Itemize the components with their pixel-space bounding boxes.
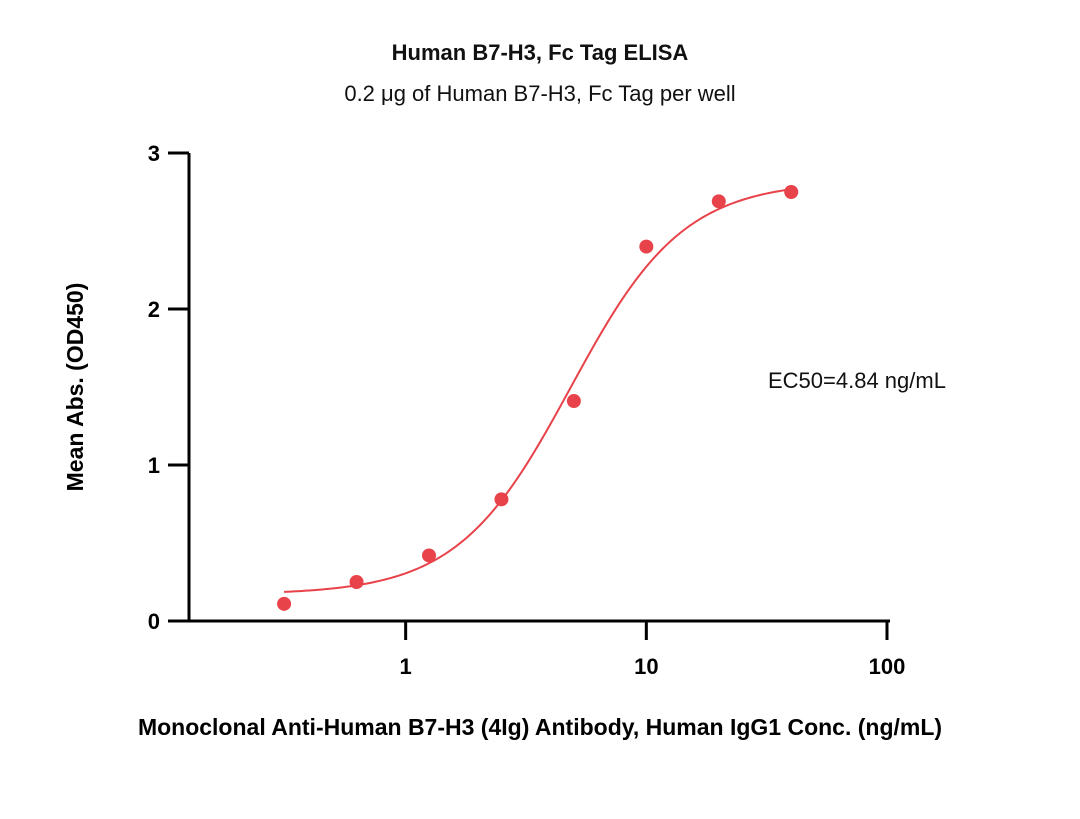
y-tick-label: 1 [148,453,160,478]
chart-title: Human B7-H3, Fc Tag ELISA [392,40,689,65]
ec50-annotation: EC50=4.84 ng/mL [768,368,946,393]
x-tick-label: 1 [400,654,412,679]
data-point [711,194,726,209]
chart-subtitle: 0.2 μg of Human B7-H3, Fc Tag per well [344,81,735,106]
data-point [494,492,509,507]
y-tick-label: 2 [148,297,160,322]
data-point [566,394,581,409]
x-axis-ticks: 1 10 100 [400,621,906,679]
data-point [639,239,654,254]
data-point [277,596,292,611]
y-axis-ticks: 0 1 2 3 [148,141,189,634]
data-point [349,575,364,589]
x-axis-label: Monoclonal Anti-Human B7-H3 (4Ig) Antibo… [138,714,942,740]
y-tick-label: 3 [148,141,160,166]
y-tick-label: 0 [148,609,160,634]
data-points [277,185,799,611]
data-point [421,548,436,563]
fit-curve [284,188,792,593]
x-tick-label: 100 [869,654,906,679]
data-point [784,185,799,199]
x-tick-label: 10 [634,654,658,679]
y-axis-label: Mean Abs. (OD450) [62,283,88,492]
